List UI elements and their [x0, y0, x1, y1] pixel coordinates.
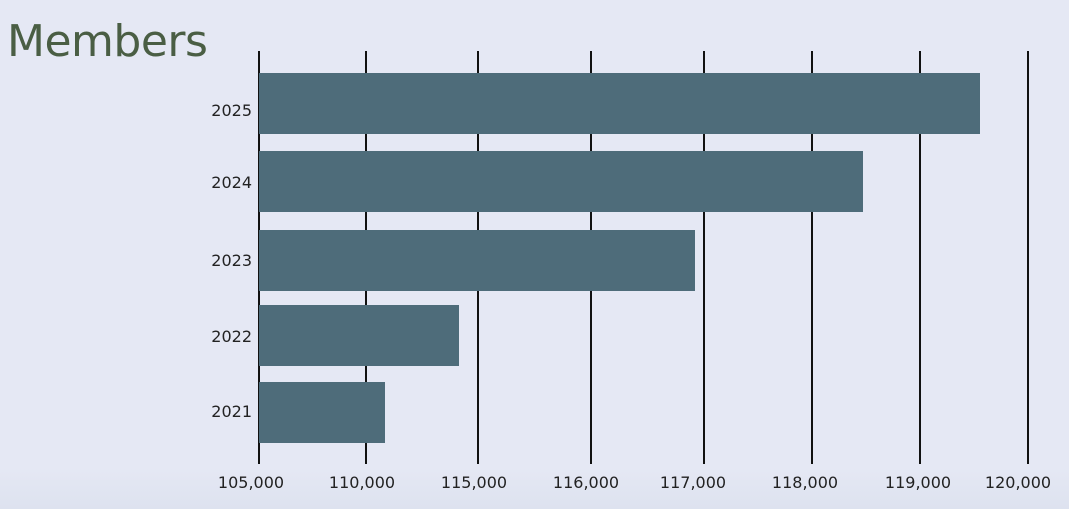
bar-2021: [259, 382, 385, 443]
x-tick-label: 118,000: [771, 473, 839, 492]
x-tick-label: 116,000: [552, 473, 620, 492]
x-tick-label: 119,000: [884, 473, 952, 492]
gridline: [811, 51, 813, 464]
x-tick-label: 105,000: [217, 473, 285, 492]
chart-title: Members: [7, 16, 208, 67]
y-tick-label: 2022: [211, 327, 252, 346]
x-tick-label: 117,000: [659, 473, 727, 492]
bar-2023: [259, 230, 695, 291]
x-tick-label: 115,000: [440, 473, 508, 492]
gridline: [1027, 51, 1029, 464]
bar-2022: [259, 305, 459, 366]
bar-2024: [259, 151, 863, 212]
y-tick-label: 2024: [211, 173, 252, 192]
gridline: [919, 51, 921, 464]
y-tick-label: 2023: [211, 251, 252, 270]
gridline: [703, 51, 705, 464]
y-tick-label: 2021: [211, 402, 252, 421]
x-tick-label: 110,000: [328, 473, 396, 492]
x-tick-label: 120,000: [984, 473, 1052, 492]
bar-2025: [259, 73, 980, 134]
y-tick-label: 2025: [211, 101, 252, 120]
